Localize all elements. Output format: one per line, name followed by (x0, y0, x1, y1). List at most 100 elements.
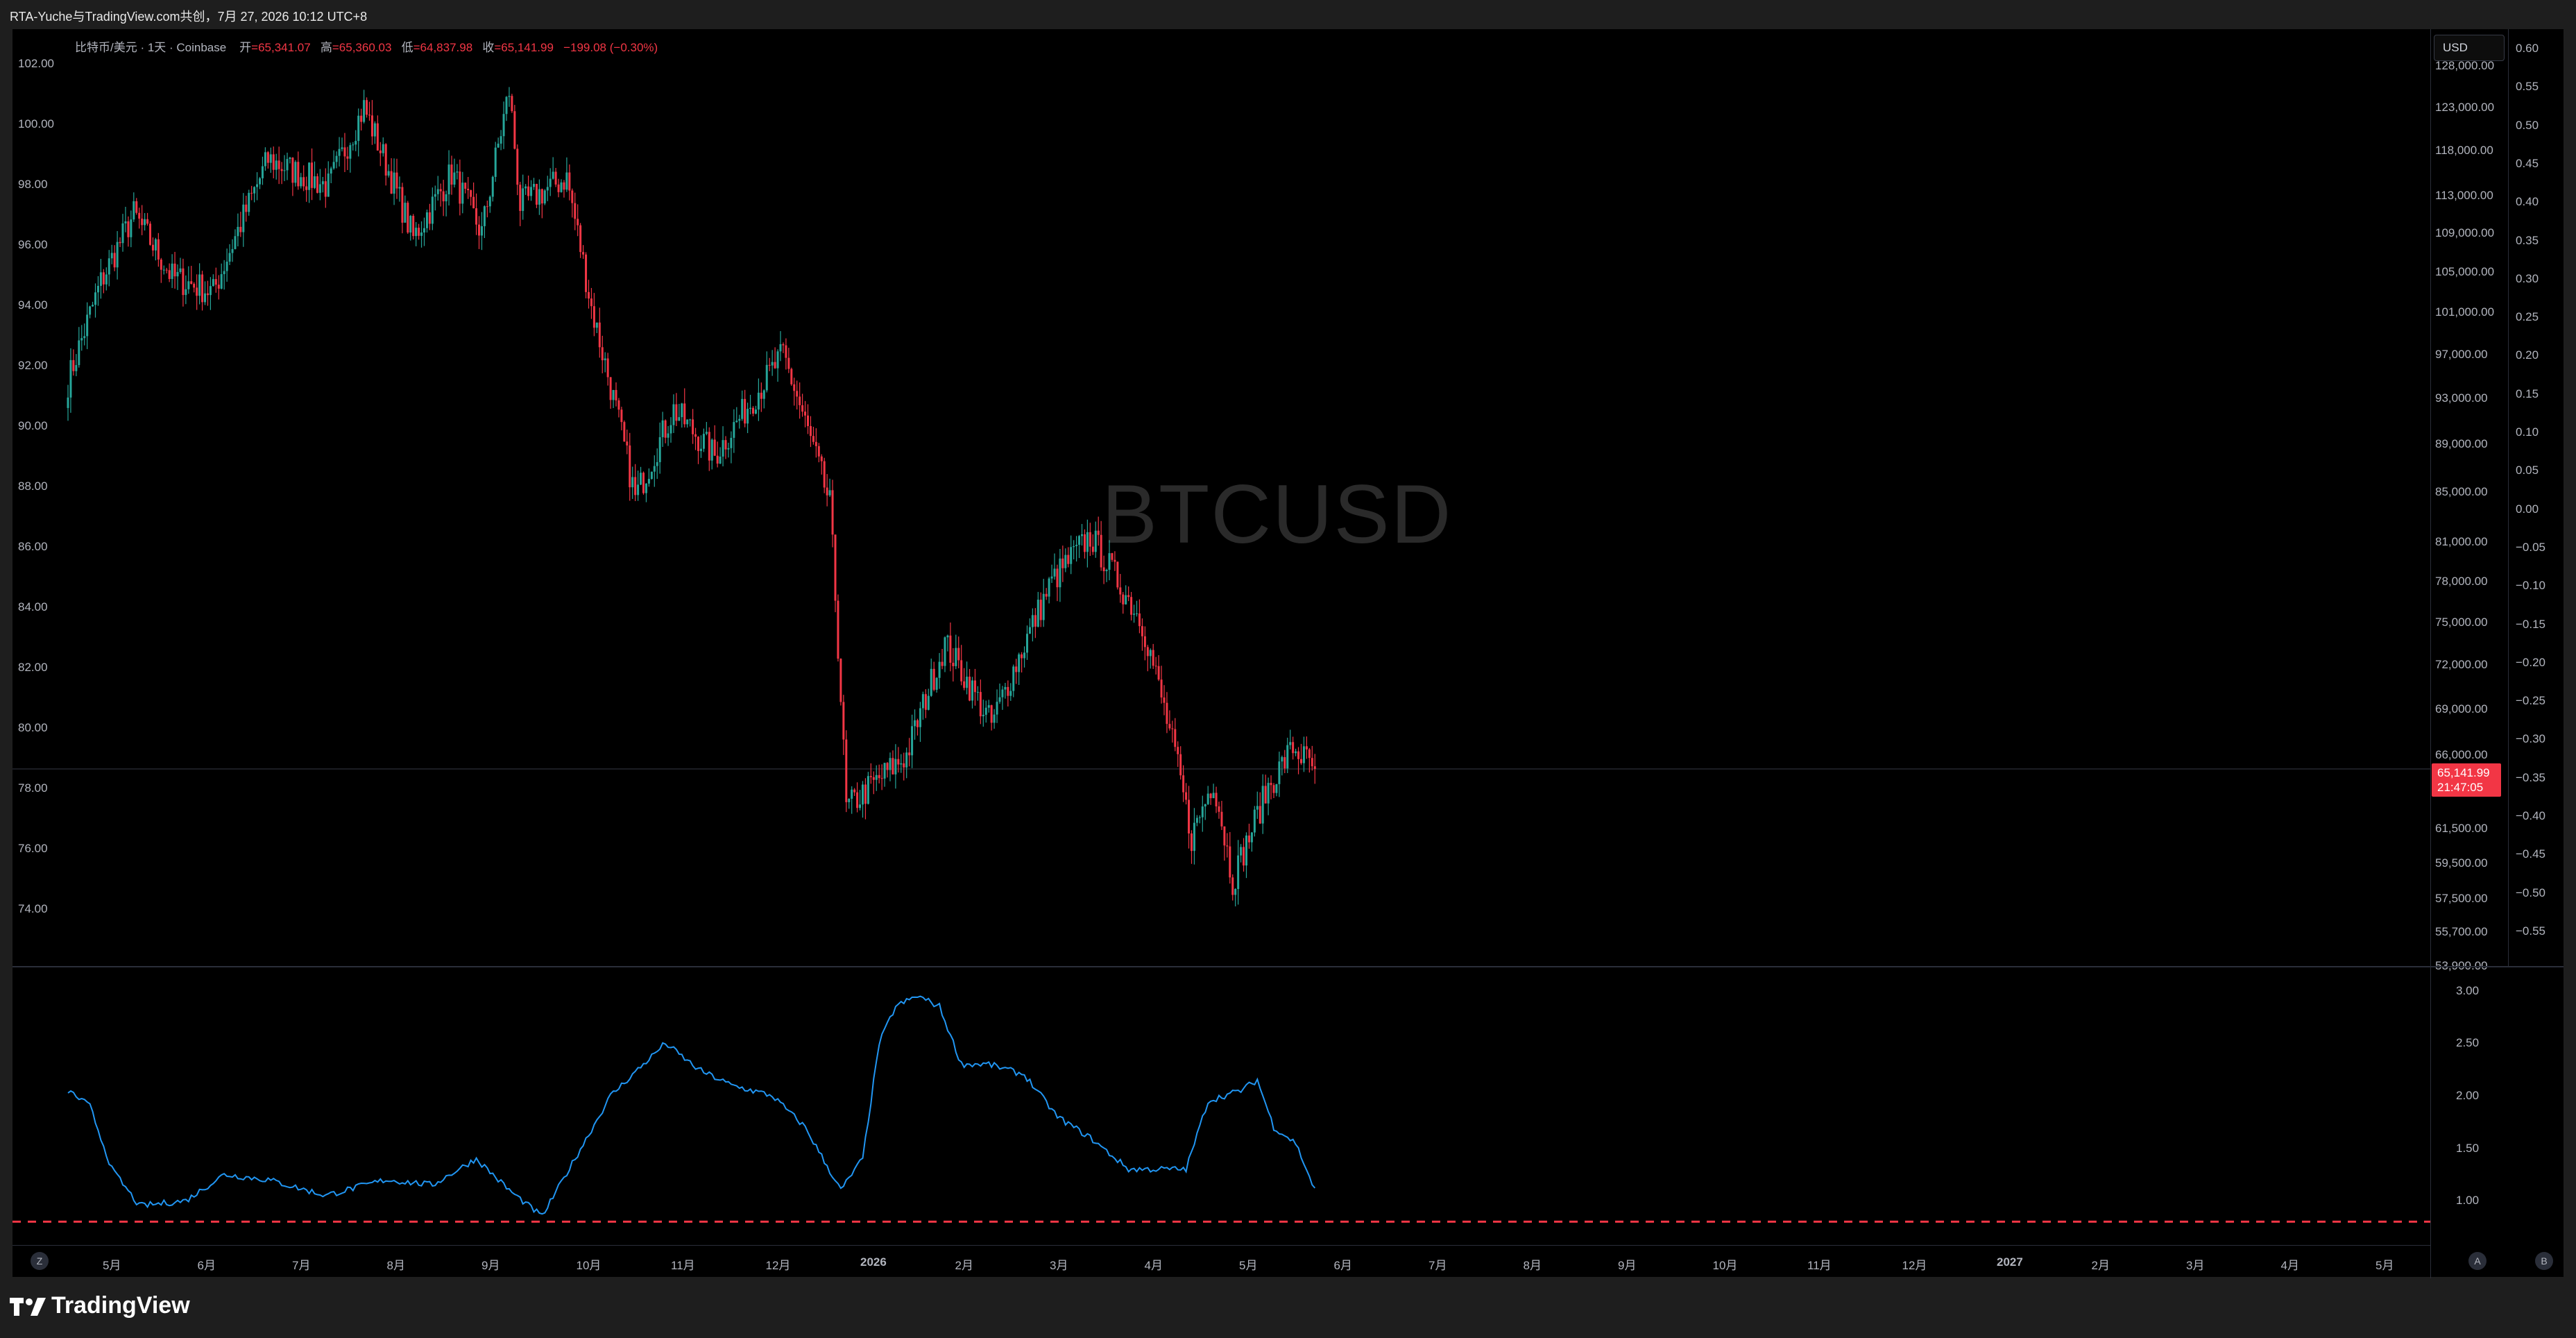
candle (754, 405, 757, 415)
price-axis[interactable]: USD 128,000.00 123,000.00 118,000.00 113,00… (2430, 29, 2507, 972)
candle (1127, 586, 1130, 602)
indicator-plot[interactable] (12, 967, 2430, 1245)
left-axis-tick: 96.00 (18, 238, 48, 251)
percent-axis-tick: 0.05 (2516, 464, 2539, 477)
left-axis-tick: 86.00 (18, 540, 48, 553)
candle (1122, 592, 1125, 614)
candle (637, 471, 640, 501)
candle (483, 205, 486, 239)
candle (540, 188, 543, 219)
candle (1243, 838, 1245, 872)
candle (253, 186, 256, 203)
candle (130, 210, 133, 248)
candle (683, 388, 686, 427)
candle (1168, 710, 1171, 731)
candle (343, 133, 346, 173)
candle (261, 156, 264, 185)
candle (324, 168, 327, 208)
zoom-reset-button[interactable]: Z (31, 1252, 49, 1270)
candle (724, 436, 727, 459)
candle (491, 176, 494, 202)
candle (708, 427, 710, 471)
candle (1166, 692, 1168, 734)
time-axis-tick: 6月 (197, 1259, 216, 1272)
candle (480, 212, 483, 251)
tradingview-brand[interactable]: TradingView (10, 1292, 190, 1319)
candle (647, 468, 650, 487)
price-axis-tick: 89,000.00 (2435, 437, 2488, 451)
candle (859, 790, 862, 811)
currency-button[interactable]: USD (2434, 35, 2505, 61)
candle (1102, 555, 1105, 584)
time-axis-tick: 5月 (103, 1259, 121, 1272)
time-axis-tick: 11月 (1807, 1259, 1832, 1272)
left-axis-tick: 94.00 (18, 298, 48, 312)
candle (1300, 743, 1302, 765)
candle (266, 151, 269, 169)
candle (311, 148, 314, 201)
time-axis-tick: 11月 (671, 1259, 695, 1272)
candle (1056, 564, 1059, 602)
candle (787, 348, 790, 373)
candle (535, 183, 538, 208)
candle (228, 244, 231, 265)
candle (1289, 729, 1292, 750)
candle (1037, 591, 1039, 628)
pane-separator[interactable] (12, 966, 2564, 967)
candle (1105, 568, 1108, 582)
candle (124, 207, 127, 232)
candle (360, 108, 363, 131)
candle (538, 179, 540, 215)
time-axis-tick: 8月 (386, 1259, 405, 1272)
price-plot[interactable] (12, 29, 2430, 966)
time-axis-tick: 2027 (1997, 1255, 2023, 1269)
candle (889, 752, 892, 781)
auto-scale-button[interactable]: A (2468, 1252, 2487, 1270)
candle (182, 258, 185, 307)
indicator-axis[interactable]: 3.00 2.50 2.00 1.50 1.00 (2430, 967, 2564, 1278)
candle (212, 274, 214, 287)
candle (530, 180, 533, 201)
chart-frame[interactable]: BTCUSD 比特币/美元 · 1天 · Coinbase 开=65,341.0… (12, 29, 2564, 1278)
candle (993, 709, 996, 729)
left-axis-tick: 80.00 (18, 721, 48, 734)
time-axis-tick: 12月 (1902, 1259, 1927, 1272)
candle (966, 661, 969, 695)
candle (880, 764, 883, 790)
candle (1264, 774, 1267, 804)
candle (1146, 645, 1149, 672)
candle (629, 432, 631, 501)
candle (352, 142, 355, 151)
candle (250, 185, 253, 201)
candle (302, 165, 305, 192)
candle (332, 150, 335, 170)
candle (1171, 720, 1174, 743)
candle (955, 634, 957, 670)
percent-axis[interactable]: 0.60 0.55 0.50 0.45 0.40 0.35 0.30 0.25 0.20 0.15… (2508, 29, 2564, 966)
candle (92, 301, 94, 307)
candle (653, 455, 656, 487)
candle (425, 209, 428, 233)
candle (973, 668, 976, 706)
price-pane[interactable]: BTCUSD 比特币/美元 · 1天 · Coinbase 开=65,341.0… (12, 29, 2430, 966)
candle (1201, 795, 1204, 832)
candle (209, 277, 212, 310)
candle (256, 172, 259, 201)
candle (979, 679, 982, 725)
log-scale-button[interactable]: B (2535, 1252, 2553, 1270)
candle (598, 307, 601, 358)
candle (1111, 552, 1114, 562)
left-axis-tick: 92.00 (18, 359, 48, 372)
candle (692, 409, 694, 444)
candle (404, 195, 407, 223)
time-axis[interactable]: 5月 6月 7月 8月 9月 10月 11月 12月 2026 2月 3月 4月 5月 6月 7月 8月 9月 1… (12, 1245, 2430, 1278)
candle (1209, 793, 1212, 805)
left-axis-tick: 84.00 (18, 600, 48, 613)
candle (543, 189, 546, 205)
candle (702, 428, 705, 452)
indicator-pane[interactable] (12, 967, 2430, 1278)
ohlc-legend: 比特币/美元 · 1天 · Coinbase 开=65,341.07 高=65,… (75, 37, 658, 55)
candle (1064, 548, 1067, 573)
candle (314, 161, 316, 189)
candle (379, 142, 382, 167)
